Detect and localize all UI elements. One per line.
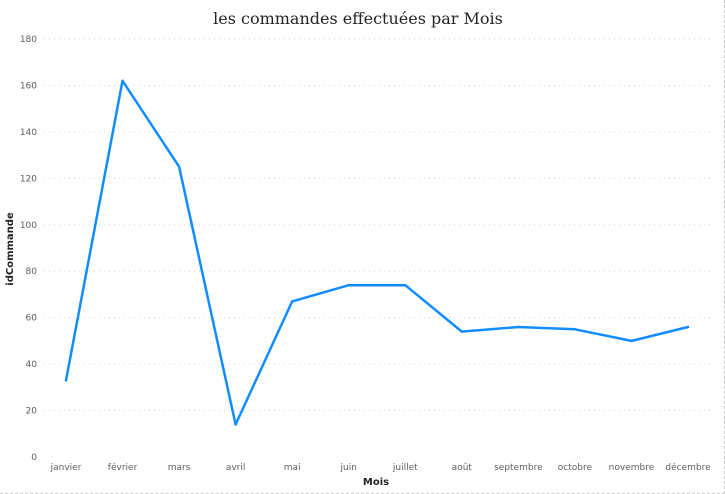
x-axis-ticks: janvier février mars avril mai juin juillet aoû… (50, 462, 711, 473)
y-tick-label: 100 (20, 221, 37, 231)
data-point[interactable] (517, 325, 520, 329)
y-tick-label: 120 (20, 174, 37, 184)
data-point[interactable] (347, 283, 350, 287)
y-tick-label: 160 (20, 81, 37, 91)
data-point[interactable] (234, 423, 237, 426)
x-tick-label: décembre (665, 462, 711, 473)
y-tick-label: 140 (20, 128, 37, 138)
data-point[interactable] (460, 330, 464, 333)
y-tick-label: 0 (31, 453, 37, 463)
y-tick-label: 180 (20, 35, 37, 45)
data-point[interactable] (64, 379, 68, 382)
data-point[interactable] (630, 339, 633, 343)
y-axis-label: idCommande (5, 212, 16, 286)
data-point[interactable] (290, 300, 294, 303)
y-tick-label: 80 (26, 267, 38, 277)
x-tick-label: août (452, 463, 473, 473)
x-tick-label: juillet (392, 463, 418, 473)
chart-title: les commandes effectuées par Mois (213, 9, 503, 28)
x-tick-label: mars (168, 463, 191, 473)
x-tick-label: avril (226, 463, 246, 473)
x-axis-label: Mois (363, 477, 389, 488)
series-line (64, 79, 690, 426)
x-tick-label: février (108, 462, 138, 473)
data-point[interactable] (177, 165, 181, 168)
y-axis-ticks: 0 20 40 60 80 100 120 140 160 180 (20, 35, 37, 463)
x-tick-label: janvier (50, 463, 82, 473)
x-tick-label: mai (284, 463, 301, 473)
grid-layer (44, 38, 712, 412)
x-tick-label: juin (340, 463, 357, 473)
x-tick-label: novembre (609, 463, 655, 473)
y-tick-label: 60 (26, 314, 38, 324)
data-point[interactable] (686, 325, 690, 329)
series-layer (64, 79, 690, 426)
y-tick-label: 20 (26, 407, 38, 417)
data-point[interactable] (573, 328, 577, 331)
data-point[interactable] (404, 283, 407, 287)
x-tick-label: septembre (494, 463, 543, 473)
x-tick-label: octobre (558, 463, 593, 473)
y-tick-label: 40 (26, 360, 38, 370)
data-point[interactable] (121, 79, 124, 83)
